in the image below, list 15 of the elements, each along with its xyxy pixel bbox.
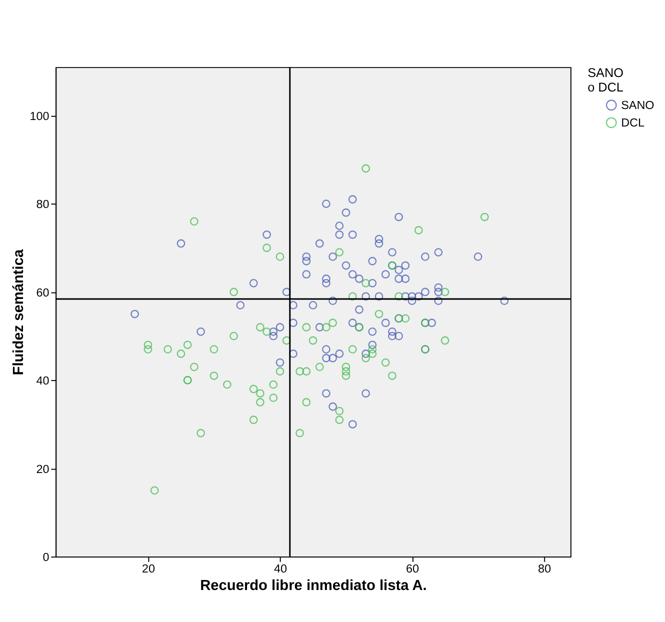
y-axis-title: Fluidez semántica [10, 248, 27, 376]
x-tick-label: 80 [538, 562, 552, 576]
x-tick-label: 20 [142, 562, 156, 576]
legend-title: SANO o DCL [588, 66, 624, 94]
legend-label: DCL [621, 116, 645, 130]
x-tick-label: 40 [274, 562, 288, 576]
x-axis-title: Recuerdo libre inmediato lista A. [200, 578, 427, 594]
y-tick-label: 80 [36, 198, 50, 212]
y-tick-label: 100 [30, 110, 50, 123]
y-tick-label: 60 [36, 286, 50, 300]
y-tick-label: 0 [42, 550, 50, 564]
legend-label: SANO [621, 99, 654, 112]
x-tick-label: 60 [406, 562, 420, 576]
y-tick-label: 40 [36, 374, 50, 388]
y-tick-label: 20 [36, 462, 50, 476]
